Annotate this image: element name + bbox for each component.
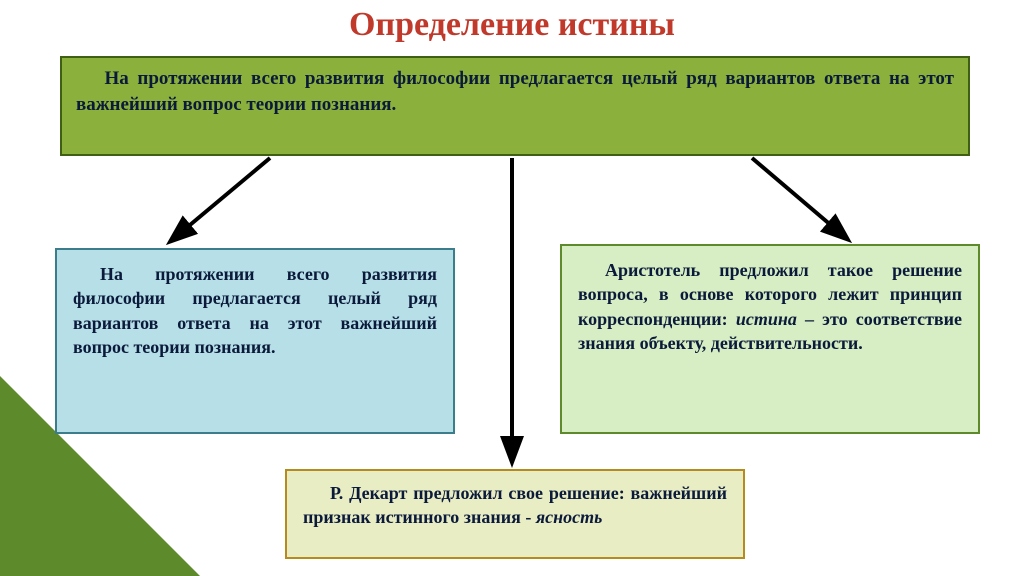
- descartes-term: ясность: [536, 507, 602, 527]
- descartes-box: Р. Декарт предложил свое решение: важней…: [285, 469, 745, 559]
- variant-left-text: На протяжении всего развития философии п…: [73, 262, 437, 359]
- aristotle-box: Аристотель предложил такое решение вопро…: [560, 244, 980, 434]
- intro-text: На протяжении всего развития философии п…: [76, 66, 954, 117]
- variant-box-left: На протяжении всего развития философии п…: [55, 248, 455, 434]
- descartes-text: Р. Декарт предложил свое решение: важней…: [303, 481, 727, 530]
- aristotle-text: Аристотель предложил такое решение вопро…: [578, 258, 962, 355]
- page-title: Определение истины: [0, 6, 1024, 44]
- intro-box: На протяжении всего развития философии п…: [60, 56, 970, 156]
- descartes-prefix: Р. Декарт предложил свое решение: важней…: [303, 483, 727, 527]
- slide-root: Определение истины На протяжении всего р…: [0, 0, 1024, 576]
- aristotle-term: истина: [736, 309, 797, 329]
